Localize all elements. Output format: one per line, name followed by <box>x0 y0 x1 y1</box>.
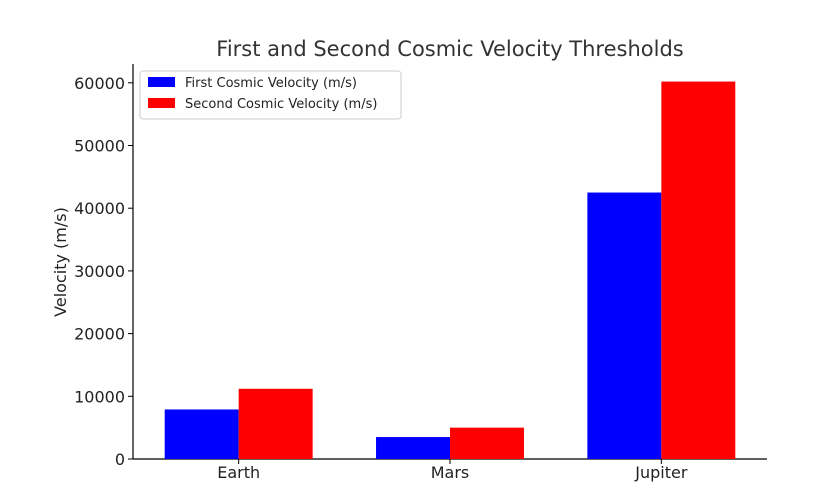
bar-earth-series-2 <box>238 388 313 459</box>
y-axis-label: Velocity (m/s) <box>51 207 70 317</box>
bar-mars-series-2 <box>450 427 524 459</box>
x-tick-label: Jupiter <box>634 463 688 482</box>
y-tick-label: 60000 <box>74 74 125 93</box>
bar-jupiter-series-1 <box>587 192 662 460</box>
legend-swatch-series-1 <box>148 77 175 87</box>
y-tick-label: 50000 <box>74 137 125 156</box>
y-tick-label: 40000 <box>74 199 125 218</box>
chart-title: First and Second Cosmic Velocity Thresho… <box>216 37 683 61</box>
y-tick-label: 30000 <box>74 262 125 281</box>
y-tick-label: 20000 <box>74 325 125 344</box>
x-tick-label: Earth <box>217 463 260 482</box>
y-tick-label: 0 <box>115 450 125 469</box>
plot-area: 0 10000 20000 30000 40000 50000 60000 Earth Mars… <box>74 64 767 482</box>
legend-label-series-2: Second Cosmic Velocity (m/s) <box>185 97 377 112</box>
legend-swatch-series-2 <box>148 98 175 108</box>
bar-jupiter-series-2 <box>661 81 736 460</box>
x-tick-label: Mars <box>431 463 470 482</box>
bar-earth-series-1 <box>164 409 239 459</box>
y-tick-label: 10000 <box>74 387 125 406</box>
legend: First Cosmic Velocity (m/s) Second Cosmic… <box>139 70 402 120</box>
legend-label-series-1: First Cosmic Velocity (m/s) <box>185 76 357 91</box>
legend-box <box>139 70 402 120</box>
bar-mars-series-1 <box>376 437 450 459</box>
